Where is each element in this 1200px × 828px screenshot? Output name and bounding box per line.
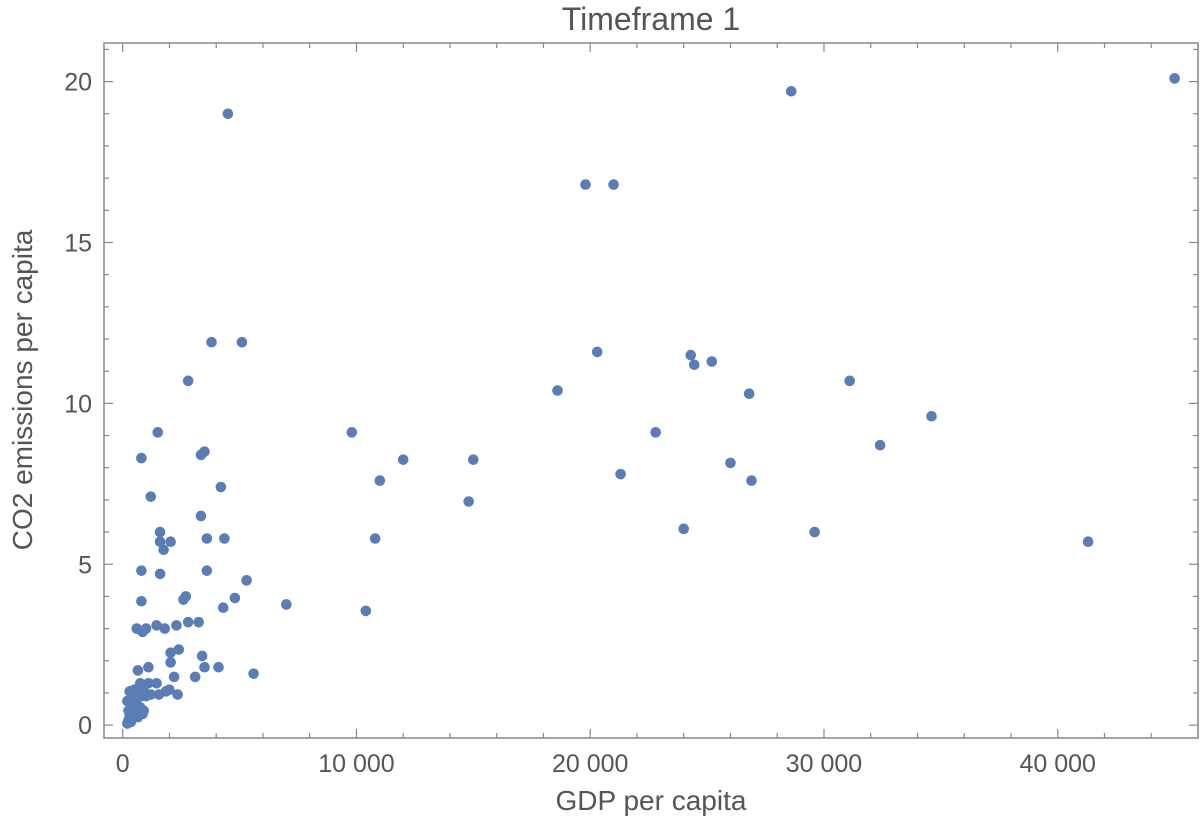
y-tick-label: 0 (78, 712, 92, 740)
data-point (222, 108, 234, 120)
data-point (608, 179, 619, 190)
data-point (153, 689, 165, 700)
data-point (743, 388, 755, 400)
data-point (746, 475, 757, 486)
data-point (248, 668, 259, 679)
data-point (678, 523, 690, 535)
data-point (241, 575, 252, 586)
data-point (154, 536, 166, 548)
data-point (844, 375, 855, 387)
x-tick-label: 0 (116, 750, 130, 778)
data-point (165, 647, 176, 659)
y-tick-label: 15 (64, 229, 92, 257)
data-point (217, 602, 229, 613)
data-point (374, 475, 386, 486)
data-point (173, 644, 185, 655)
data-point (397, 454, 409, 465)
data-point (151, 620, 162, 631)
data-point (926, 410, 937, 422)
x-tick-label: 10 000 (318, 750, 394, 778)
data-point (178, 594, 189, 605)
data-point (706, 356, 718, 367)
data-point (874, 439, 886, 451)
data-point (591, 346, 603, 358)
data-point (159, 623, 171, 634)
data-point (158, 544, 169, 556)
x-tick-label: 20 000 (552, 750, 628, 778)
data-point (172, 689, 183, 700)
data-point (201, 565, 213, 576)
data-point (125, 716, 137, 728)
data-point (151, 678, 162, 689)
data-point (143, 678, 154, 689)
data-point (189, 671, 201, 683)
data-point (193, 616, 204, 628)
data-point (143, 661, 154, 673)
data-point (725, 457, 736, 469)
y-axis-label: CO2 emissions per capita (7, 229, 38, 550)
data-point (137, 626, 148, 638)
data-points (122, 73, 1180, 729)
data-point (785, 85, 797, 97)
data-point (346, 427, 358, 438)
axis-ticks (104, 43, 1199, 738)
data-point (182, 616, 194, 628)
data-point (136, 452, 147, 464)
y-tick-label: 10 (64, 390, 92, 418)
data-point (360, 605, 372, 617)
data-point (369, 533, 381, 544)
data-point (171, 620, 182, 631)
y-tick-label: 20 (64, 69, 92, 97)
data-point (463, 496, 474, 507)
data-point (154, 526, 166, 538)
data-point (132, 665, 144, 676)
data-point (650, 427, 661, 438)
data-point (136, 565, 147, 576)
data-point (196, 650, 208, 662)
axis-tick-labels: 0 10 000 20 000 30 000 40 000 0 5 10 15 20 (64, 69, 1096, 778)
data-point (154, 568, 166, 580)
x-tick-label: 40 000 (1020, 750, 1096, 778)
plot-frame (103, 42, 1199, 739)
data-point (136, 595, 147, 607)
data-point (1082, 536, 1094, 548)
data-point (136, 690, 147, 702)
data-point (199, 661, 210, 673)
data-point (552, 385, 563, 396)
data-point (468, 454, 479, 465)
data-point (213, 661, 224, 673)
data-point (1169, 73, 1180, 84)
data-point (165, 536, 176, 548)
data-point (580, 179, 591, 190)
data-point (152, 427, 164, 438)
data-point (809, 526, 820, 538)
data-point (229, 592, 241, 604)
data-point (145, 491, 157, 502)
data-point (215, 481, 227, 493)
data-point (201, 533, 213, 544)
x-axis-label: GDP per capita (556, 785, 747, 816)
data-point (195, 449, 207, 461)
data-point (165, 657, 176, 668)
data-point (685, 349, 697, 361)
data-point (195, 510, 207, 522)
data-point (615, 468, 626, 480)
x-tick-label: 30 000 (786, 750, 862, 778)
data-point (219, 533, 230, 544)
data-point (688, 359, 700, 371)
data-point (168, 671, 180, 683)
y-tick-label: 5 (78, 551, 92, 579)
data-point (182, 375, 194, 387)
data-point (281, 599, 292, 610)
data-point (206, 336, 217, 348)
data-point (236, 336, 248, 348)
chart-title: Timeframe 1 (562, 1, 740, 37)
